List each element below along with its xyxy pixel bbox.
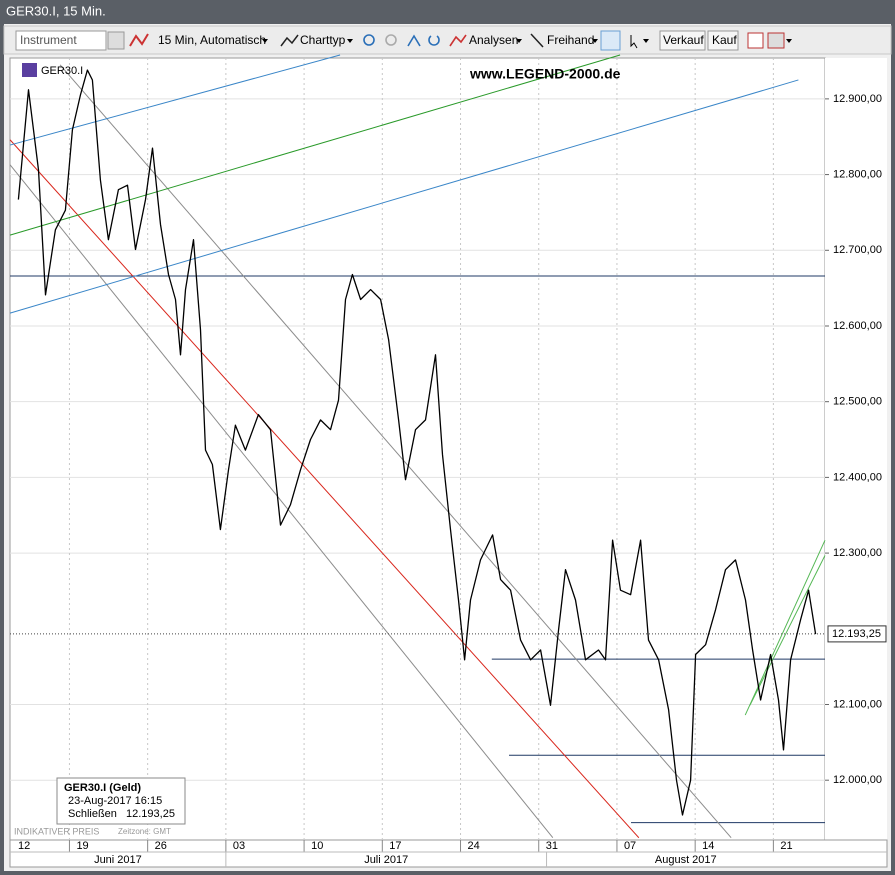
interval-dropdown[interactable]: 15 Min, Automatisch	[158, 33, 266, 47]
dropdown-arrow	[786, 39, 792, 43]
sell-label: Verkauf	[663, 33, 704, 47]
x-tick-label: 24	[468, 840, 480, 852]
month-label: Juli 2017	[364, 854, 408, 866]
dropdown-arrow	[643, 39, 649, 43]
y-axis-area	[825, 58, 887, 840]
x-tick-label: 14	[702, 840, 714, 852]
trend-line	[59, 64, 732, 839]
icon-indicators[interactable]	[129, 33, 149, 47]
info-close-value: 12.193,25	[126, 808, 175, 820]
zoom-in[interactable]	[363, 34, 375, 46]
plot-area	[9, 57, 826, 841]
icon-chart[interactable]	[747, 32, 764, 49]
instrument-icon	[22, 63, 37, 77]
instrument-label: GER30.I	[41, 65, 83, 77]
pointer-button[interactable]	[630, 35, 638, 49]
buy-label: Kauf	[712, 33, 737, 47]
info-datetime: 23-Aug-2017 16:15	[68, 795, 162, 807]
x-tick-label: 12	[18, 840, 30, 852]
window-title: GER30.I, 15 Min.	[6, 3, 106, 18]
buy-button[interactable]	[707, 30, 739, 51]
y-tick-label: 12.800,00	[833, 168, 882, 180]
icon-reset[interactable]	[428, 35, 440, 46]
y-tick-label: 12.600,00	[833, 320, 882, 332]
x-tick-label: 26	[155, 840, 167, 852]
x-tick-label: 31	[546, 840, 558, 852]
dropdown-arrow	[262, 39, 268, 43]
current-price-box	[827, 625, 887, 643]
current-price-label: 12.193,25	[832, 628, 881, 640]
info-close-label: Schließen	[68, 808, 117, 820]
info-title: GER30.I (Geld)	[64, 782, 141, 794]
x-tick-label: 03	[233, 840, 245, 852]
icon-freehand	[530, 33, 544, 48]
y-tick-label: 12.700,00	[833, 244, 882, 256]
trend-line	[9, 54, 621, 236]
y-tick-label: 12.400,00	[833, 471, 882, 483]
icon-charttype	[280, 34, 299, 47]
y-tick-label: 12.300,00	[833, 547, 882, 559]
price-note: INDIKATIVER PREIS	[14, 826, 99, 836]
dropdown-arrow	[592, 39, 598, 43]
x-tick-label: 17	[389, 840, 401, 852]
y-tick-label: 12.100,00	[833, 698, 882, 710]
watermark: www.LEGEND-2000.de	[469, 66, 621, 82]
y-tick-label: 12.500,00	[833, 396, 882, 408]
instrument-input[interactable]	[15, 30, 107, 51]
instrument-placeholder: Instrument	[20, 33, 77, 47]
x-axis-area	[9, 839, 888, 868]
icon-move[interactable]	[407, 34, 421, 47]
charttype-dropdown[interactable]: Charttyp	[300, 33, 346, 47]
toolbar-bg	[3, 25, 892, 55]
month-label: August 2017	[655, 854, 717, 866]
trend-line	[749, 555, 826, 706]
trend-line	[9, 54, 341, 146]
x-tick-label: 19	[76, 840, 88, 852]
info-box-bg	[56, 777, 186, 825]
instrument-button[interactable]	[107, 31, 125, 50]
y-tick-label: 12.900,00	[833, 93, 882, 105]
dropdown-arrow	[347, 39, 353, 43]
price-line	[17, 69, 817, 816]
analyses-dropdown[interactable]: Analysen	[469, 33, 518, 47]
month-label: Juni 2017	[94, 854, 142, 866]
trend-line	[9, 164, 554, 839]
eraser-button[interactable]	[600, 30, 621, 51]
freehand-dropdown[interactable]: Freihand	[547, 33, 594, 47]
info-box: GER30.I (Geld) 23-Aug-2017 16:15 Schließ…	[56, 777, 186, 825]
x-tick-label: 21	[780, 840, 792, 852]
icon-analyses	[449, 34, 467, 47]
trend-line	[9, 79, 799, 314]
x-tick-label: 07	[624, 840, 636, 852]
dropdown-arrow	[516, 39, 522, 43]
toolbar: Instrument 15 Min, Automatisch Charttyp …	[3, 25, 892, 55]
trend-line	[9, 139, 640, 839]
x-tick-label: 10	[311, 840, 323, 852]
y-tick-label: 12.000,00	[833, 774, 882, 786]
timezone: Zeitzone: GMT	[118, 827, 171, 836]
chart: 12.000,00 12.100,00 12.300,00 12.400,00 12.5…	[9, 54, 887, 867]
icon-print[interactable]	[767, 32, 785, 49]
zoom-out[interactable]	[385, 34, 397, 46]
sell-button[interactable]	[659, 30, 706, 51]
